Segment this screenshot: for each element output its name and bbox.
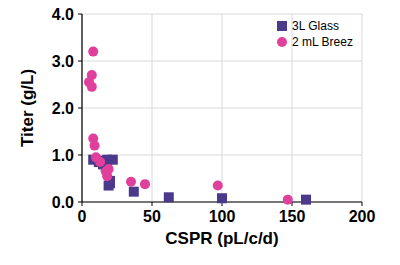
x-tick-label: 50 — [143, 208, 161, 225]
x-tick — [82, 202, 83, 206]
chart: 0 50 100 150 200 0.0 1.0 2.0 3.0 4.0 CSPR (pL/c/d)… — [0, 0, 400, 265]
y-tick-label: 3.0 — [52, 53, 74, 70]
x-tick — [152, 202, 153, 206]
grid — [82, 14, 362, 202]
point — [95, 157, 105, 167]
marks — [84, 47, 311, 205]
y-tick-label: 2.0 — [52, 100, 74, 117]
y-tick-label: 0.0 — [52, 194, 74, 211]
x-tick-label: 200 — [349, 208, 376, 225]
point — [217, 193, 227, 203]
y-grid-line — [82, 108, 362, 109]
point — [164, 192, 174, 202]
y-grid-line — [82, 14, 362, 15]
legend-label: 2 mL Breez — [292, 35, 353, 49]
x-tick-label: 100 — [209, 208, 236, 225]
y-axis-label: Titer (g/L) — [18, 69, 37, 147]
legend-marker — [277, 21, 287, 31]
point — [87, 82, 97, 92]
x-tick — [362, 202, 363, 206]
legend-marker — [277, 37, 287, 47]
x-axis-label: CSPR (pL/c/d) — [165, 229, 278, 248]
legend-label: 3L Glass — [292, 19, 339, 33]
point — [87, 70, 97, 80]
legend: 3L Glass 2 mL Breez — [277, 19, 353, 49]
point — [283, 195, 293, 205]
point — [301, 195, 311, 205]
y-tick-label: 4.0 — [52, 6, 74, 23]
point — [90, 141, 100, 151]
point — [213, 181, 223, 191]
point — [104, 164, 114, 174]
x-grid-line — [82, 14, 83, 202]
x-tick-label: 150 — [279, 208, 306, 225]
point — [129, 187, 139, 197]
y-axis — [81, 14, 82, 202]
y-tick-label: 1.0 — [52, 147, 74, 164]
y-grid-line — [82, 61, 362, 62]
y-grid-line — [82, 155, 362, 156]
point — [126, 177, 136, 187]
point — [88, 47, 98, 57]
point — [108, 155, 118, 165]
x-tick-label: 0 — [78, 208, 87, 225]
point — [140, 179, 150, 189]
